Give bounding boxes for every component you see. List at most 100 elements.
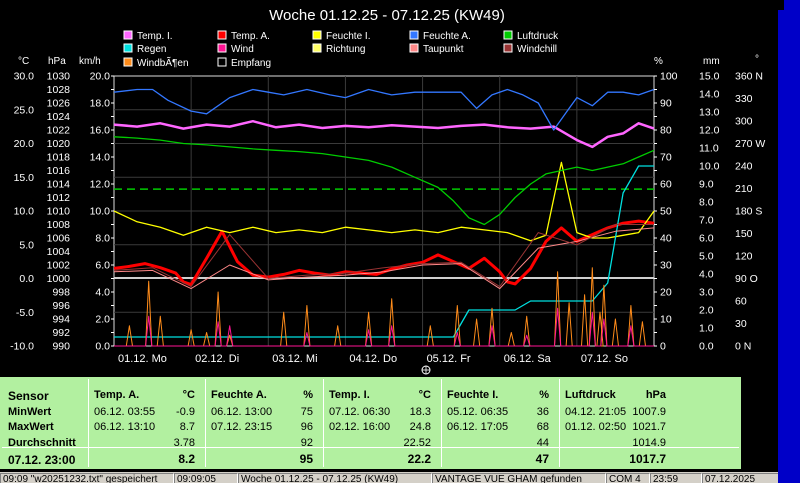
stats-min-time: 04.12. 21:05 bbox=[565, 406, 627, 418]
humidity-tick-label: 70 bbox=[660, 152, 672, 164]
legend-label: Regen bbox=[137, 44, 166, 55]
rain-tick-label: 3.0 bbox=[699, 287, 714, 299]
legend-label: WindbÃ¶en bbox=[137, 56, 189, 69]
right-scrollbar-strip bbox=[778, 0, 800, 483]
stats-column: Temp. I. °C 07.12. 06:30 18.3 02.12. 16:00 24… bbox=[323, 377, 441, 469]
rain-tick-label: 2.0 bbox=[699, 305, 714, 317]
chart-series bbox=[113, 88, 655, 347]
stats-min-value: 36 bbox=[536, 406, 549, 418]
legend-label: Temp. A. bbox=[231, 31, 270, 42]
pressure-tick-label: 998 bbox=[52, 287, 70, 299]
direction-tick-label: 210 bbox=[735, 183, 753, 195]
legend-swatch bbox=[409, 30, 419, 40]
status-station: VANTAGE VUE GHAM gefunden bbox=[432, 473, 606, 483]
stats-column-separator bbox=[559, 379, 560, 467]
rain-tick-label: 13.0 bbox=[699, 107, 720, 119]
humidity-tick-label: 80 bbox=[660, 125, 672, 137]
temp-axis-unit: °C bbox=[18, 56, 29, 67]
stats-divider bbox=[2, 447, 739, 448]
temp-tick-label: 15.0 bbox=[14, 172, 35, 184]
pressure-tick-label: 1024 bbox=[47, 111, 71, 123]
legend-label: Empfang bbox=[231, 58, 271, 69]
series-luftdruck bbox=[113, 136, 655, 226]
pressure-tick-label: 1026 bbox=[47, 98, 71, 110]
legend-swatch bbox=[503, 43, 513, 53]
series-windchill bbox=[113, 224, 654, 288]
legend-label: Windchill bbox=[517, 44, 557, 55]
stats-max-value: 1021.7 bbox=[632, 421, 666, 433]
series-taupunkt bbox=[113, 227, 655, 290]
temp-tick-label: 20.0 bbox=[14, 138, 35, 150]
stats-sensor-name: Feuchte I. bbox=[447, 389, 499, 401]
legend-label: Taupunkt bbox=[423, 44, 464, 55]
stats-label-max: MaxWert bbox=[8, 421, 54, 433]
pressure-tick-label: 994 bbox=[52, 314, 70, 326]
wind-tick-label: 20.0 bbox=[90, 71, 111, 83]
temp-tick-label: -10.0 bbox=[10, 341, 34, 353]
series-wind bbox=[114, 307, 654, 347]
legend-swatch bbox=[409, 43, 419, 53]
legend-swatch bbox=[123, 30, 133, 40]
pressure-tick-label: 1016 bbox=[47, 165, 71, 177]
status-save-message: 09:09 "w20251232.txt" gespeichert bbox=[0, 473, 174, 483]
legend-label: Feuchte I. bbox=[326, 31, 370, 42]
stats-average: 92 bbox=[300, 437, 313, 449]
pressure-tick-label: 1000 bbox=[47, 273, 71, 285]
status-port: COM 4 bbox=[606, 473, 650, 483]
stats-sensor-name: Feuchte A. bbox=[211, 389, 267, 401]
status-date: 07.12.2025 bbox=[702, 473, 778, 483]
stats-average: 3.78 bbox=[173, 437, 195, 449]
stats-current-value: 22.2 bbox=[407, 452, 431, 466]
globe-icon bbox=[421, 365, 431, 375]
pressure-tick-label: 1002 bbox=[47, 260, 71, 272]
stats-min-time: 06.12. 03:55 bbox=[94, 406, 156, 418]
stats-row-labels: Sensor MinWert MaxWert Durchschnitt 07.1… bbox=[8, 377, 88, 469]
humidity-axis-unit: % bbox=[654, 56, 663, 67]
pressure-axis-unit: hPa bbox=[48, 56, 66, 67]
wind-tick-label: 2.0 bbox=[95, 314, 110, 326]
stats-sensor-name: Temp. A. bbox=[94, 389, 140, 401]
direction-tick-label: 180 S bbox=[735, 206, 762, 218]
direction-tick-label: 0 N bbox=[735, 341, 751, 353]
rain-tick-label: 6.0 bbox=[699, 233, 714, 245]
legend-swatch bbox=[217, 43, 227, 53]
direction-tick-label: 90 O bbox=[735, 273, 758, 285]
pressure-tick-label: 1018 bbox=[47, 152, 71, 164]
humidity-tick-label: 50 bbox=[660, 206, 672, 218]
humidity-tick-label: 10 bbox=[660, 314, 672, 326]
wind-tick-label: 14.0 bbox=[90, 152, 111, 164]
x-axis-labels: 01.12. Mo 02.12. Di 03.12. Mi 04.12. Do 05.1… bbox=[118, 353, 628, 365]
status-save-time: 09:09:05 bbox=[174, 473, 238, 483]
temp-tick-label: 25.0 bbox=[14, 104, 35, 116]
wind-tick-label: 6.0 bbox=[95, 260, 110, 272]
rain-tick-label: 15.0 bbox=[699, 71, 720, 83]
legend-swatch bbox=[123, 57, 133, 67]
x-day-label: 03.12. Mi bbox=[272, 353, 317, 365]
legend-swatch bbox=[312, 30, 322, 40]
wind-tick-label: 4.0 bbox=[95, 287, 110, 299]
statistics-panel: Sensor MinWert MaxWert Durchschnitt 07.1… bbox=[0, 377, 741, 469]
stats-min-time: 07.12. 06:30 bbox=[329, 406, 391, 418]
x-day-label: 07.12. So bbox=[581, 353, 628, 365]
stats-average: 44 bbox=[536, 437, 549, 449]
stats-max-time: 06.12. 13:10 bbox=[94, 421, 156, 433]
stats-min-value: 1007.9 bbox=[632, 406, 666, 418]
legend-swatch bbox=[312, 43, 322, 53]
stats-max-time: 02.12. 16:00 bbox=[329, 421, 391, 433]
x-day-label: 04.12. Do bbox=[349, 353, 397, 365]
legend-swatch bbox=[503, 30, 513, 40]
humidity-tick-label: 30 bbox=[660, 260, 672, 272]
axis-headers: °C hPa km/h % mm ° bbox=[18, 54, 759, 67]
stats-average: 1014.9 bbox=[632, 437, 666, 449]
legend-label: Wind bbox=[231, 44, 254, 55]
stats-max-time: 01.12. 02:50 bbox=[565, 421, 627, 433]
axis-ticks: 30.025.020.015.010.05.00.0-5.0-10.010301… bbox=[10, 71, 765, 353]
legend-label: Temp. I. bbox=[137, 31, 173, 42]
stats-sensor-unit: hPa bbox=[645, 389, 666, 401]
humidity-tick-label: 40 bbox=[660, 233, 672, 245]
stats-sensor-unit: °C bbox=[418, 389, 431, 401]
chart-legend: Temp. I. Temp. A. Feuchte I. Feuchte A. Luft… bbox=[123, 30, 559, 69]
direction-tick-label: 300 bbox=[735, 116, 753, 128]
rain-tick-label: 7.0 bbox=[699, 215, 714, 227]
stats-max-time: 06.12. 17:05 bbox=[447, 421, 509, 433]
